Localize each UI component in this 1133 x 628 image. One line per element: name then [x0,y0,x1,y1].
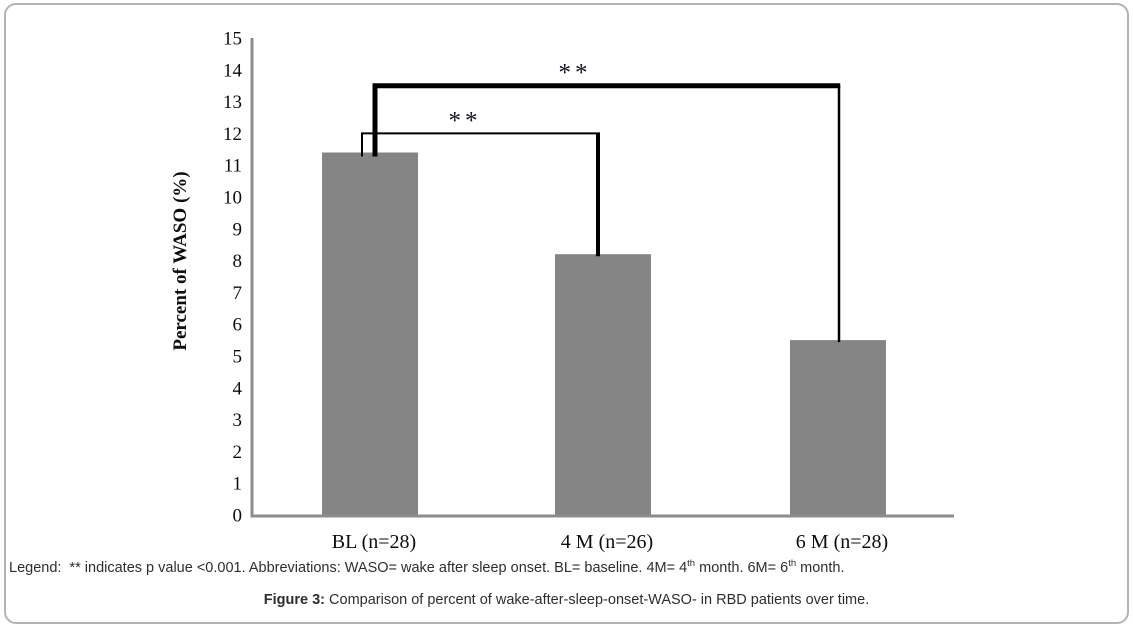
y-tick-label: 11 [224,156,242,177]
text-segment: Comparison of percent of wake-after-slee… [325,592,870,608]
bar-0 [322,152,418,516]
y-tick-label: 14 [223,60,243,81]
y-axis-title: Percent of WASO (%) [170,171,191,350]
figure-legend: Legend: ** indicates p value <0.001. Abb… [9,558,1124,576]
bar-1 [555,254,651,516]
y-tick-label: 2 [233,442,243,463]
x-category-label: 4 M (n=26) [561,531,653,553]
y-tick-label: 7 [233,283,243,304]
y-tick-label: 8 [233,251,243,272]
bar-2 [790,340,886,516]
y-tick-label: 13 [223,92,242,113]
y-tick-label: 4 [233,378,243,399]
text-segment: th [788,558,797,570]
y-tick-label: 5 [233,347,243,368]
x-category-label: BL (n=28) [332,531,416,553]
y-tick-label: 9 [233,219,243,240]
y-tick-label: 10 [223,188,242,209]
text-segment: month. [796,560,845,576]
x-category-label: 6 M (n=28) [796,531,888,553]
y-tick-label: 15 [223,29,242,50]
significance-label: ** [559,60,592,87]
text-segment: th [687,558,696,570]
text-segment: Figure 3: [263,592,325,608]
text-segment: month. 6M= 6 [695,560,789,576]
text-segment: Legend: ** indicates p value <0.001. Abb… [9,560,688,576]
figure-caption: Figure 3: Comparison of percent of wake-… [0,592,1133,608]
y-tick-label: 1 [233,474,243,495]
significance-label: ** [449,107,482,134]
y-tick-label: 3 [233,410,243,431]
y-tick-label: 0 [233,506,243,527]
y-tick-label: 6 [233,315,243,336]
y-tick-label: 12 [223,124,242,145]
